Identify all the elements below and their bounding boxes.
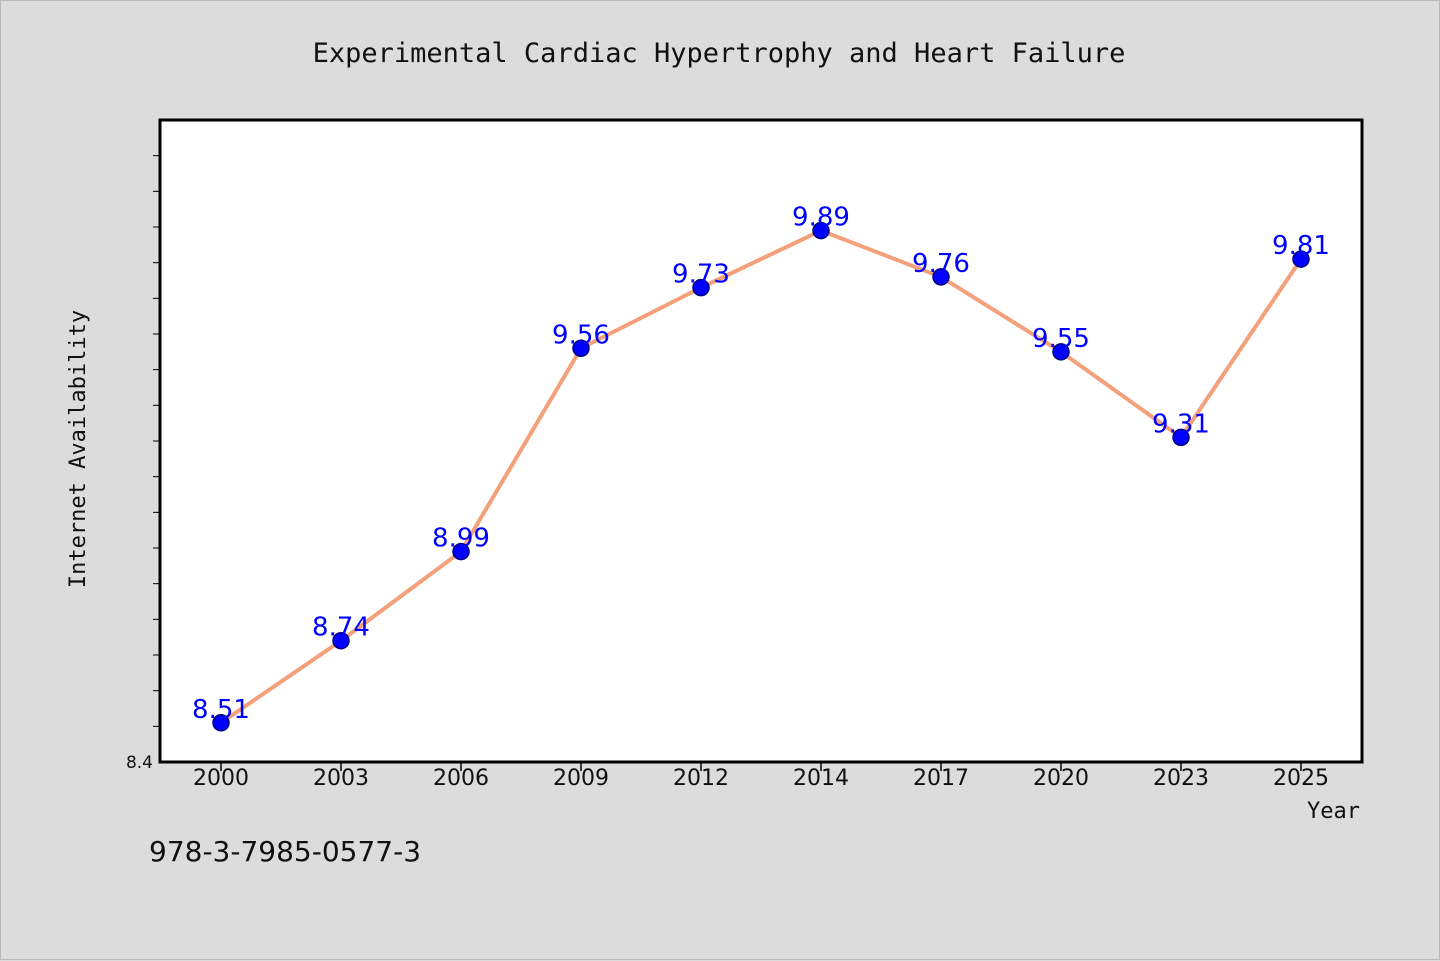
series-markers <box>212 221 1310 732</box>
x-axis-ticks <box>220 762 1302 771</box>
y-tick-label-0: 8.4 <box>126 753 153 773</box>
plot-area <box>160 120 1362 762</box>
data-point-2025 <box>1292 250 1310 268</box>
x-tick-label-2009: 2009 <box>553 766 609 791</box>
x-tick-label-2006: 2006 <box>433 766 489 791</box>
x-axis-label: Year <box>1307 799 1360 824</box>
data-label-2025: 9.81 <box>1272 231 1330 261</box>
data-point-2006 <box>452 542 470 561</box>
data-point-2023 <box>1172 428 1190 447</box>
data-point-2000 <box>212 714 230 732</box>
x-tick-label-2003: 2003 <box>313 766 369 791</box>
x-tick-labels: 2000 2003 2006 2009 2012 2014 2017 2020 2023 2025 <box>193 766 1329 791</box>
data-label-2009: 9.56 <box>552 320 610 350</box>
data-label-2023: 9.31 <box>1152 409 1210 439</box>
data-label-2000: 8.51 <box>192 695 250 725</box>
x-tick-label-2000: 2000 <box>193 766 249 791</box>
x-tick-label-2023: 2023 <box>1153 766 1209 791</box>
data-point-2009 <box>572 339 590 358</box>
plot-frame <box>158 118 1364 764</box>
series-line <box>219 228 1303 725</box>
data-point-2012 <box>692 278 710 297</box>
data-point-2017 <box>932 268 950 286</box>
isbn-text: 978-3-7985-0577-3 <box>149 835 422 868</box>
x-tick-label-2012: 2012 <box>673 766 729 791</box>
data-label-2003: 8.74 <box>312 613 370 643</box>
x-tick-label-2020: 2020 <box>1033 766 1089 791</box>
data-label-2017: 9.76 <box>912 249 970 279</box>
data-label-2014: 9.89 <box>792 203 850 233</box>
data-label-2020: 9.55 <box>1032 324 1090 354</box>
data-point-2003 <box>332 631 350 650</box>
data-point-2020 <box>1052 343 1070 361</box>
x-tick-label-2017: 2017 <box>913 766 969 791</box>
x-tick-label-2025: 2025 <box>1273 766 1329 791</box>
y-tick-labels: 8.4 <box>126 753 153 773</box>
x-tick-label-2014: 2014 <box>793 766 849 791</box>
chart-title: Experimental Cardiac Hypertrophy and Hea… <box>313 38 1126 69</box>
data-labels: 8.51 8.74 8.99 9.56 9.73 9.89 9.76 9.55 9.31 9.81 <box>192 203 1330 725</box>
data-label-2006: 8.99 <box>432 524 490 554</box>
data-point-2014 <box>812 221 830 240</box>
data-label-2012: 9.73 <box>672 260 730 290</box>
y-axis-label: Internet Availability <box>66 310 91 588</box>
